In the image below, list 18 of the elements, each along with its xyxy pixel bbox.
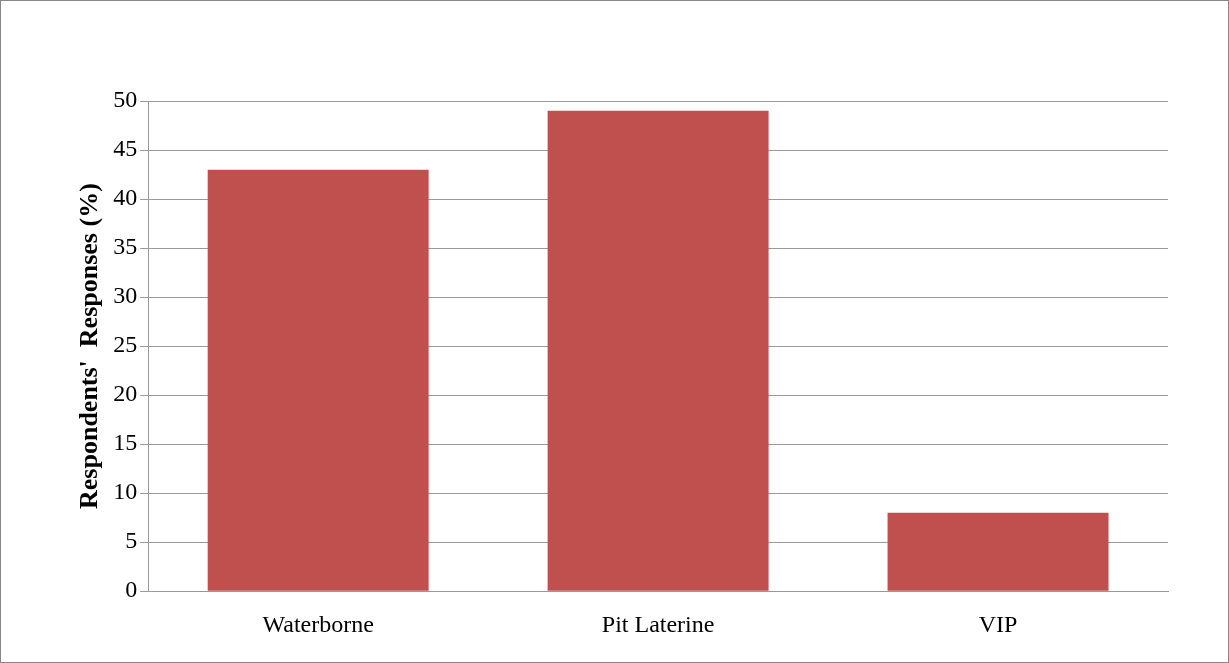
x-tick-label: VIP — [978, 610, 1018, 637]
bar — [547, 110, 769, 591]
x-tick-label: Waterborne — [262, 610, 374, 637]
y-tick-label: 50 — [113, 86, 138, 113]
y-tick-label: 40 — [113, 184, 138, 211]
y-tick-label: 45 — [113, 135, 138, 162]
x-tick-label: Pit Laterine — [601, 610, 715, 637]
y-tick-label: 30 — [113, 282, 138, 309]
y-tick-label: 35 — [113, 233, 138, 260]
y-tick-label: 5 — [125, 527, 138, 554]
y-tick-label: 0 — [125, 576, 138, 603]
bar — [887, 512, 1109, 591]
y-tick-label: 25 — [113, 331, 138, 358]
y-axis-title: Respondents' Responses (%) — [74, 183, 104, 509]
y-tick-label: 15 — [113, 429, 138, 456]
y-tick-label: 20 — [113, 380, 138, 407]
y-tick-label: 10 — [113, 478, 138, 505]
bar — [207, 169, 429, 591]
